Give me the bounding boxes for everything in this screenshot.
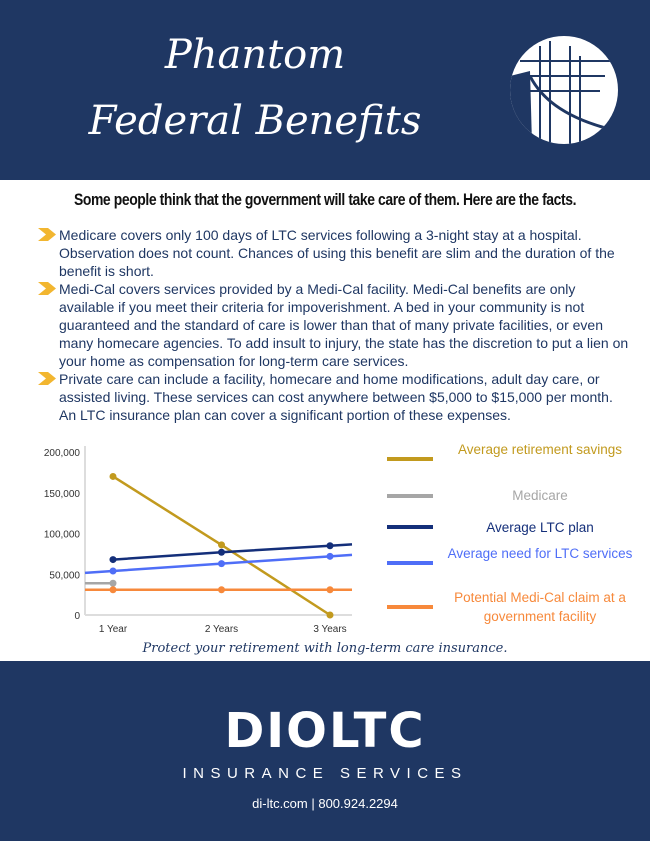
- legend-label: Medicare: [512, 488, 568, 503]
- legend-swatch: [387, 457, 433, 461]
- data-point: [218, 560, 225, 568]
- fact-text: Private care can include a facility, hom…: [59, 371, 613, 423]
- y-tick-label: 200,000: [44, 448, 81, 459]
- chevron-right-icon: [38, 228, 56, 241]
- facts-list: Medicare covers only 100 days of LTC ser…: [38, 226, 630, 424]
- data-point: [218, 548, 225, 556]
- fact-medi-cal: Medi-Cal covers services provided by a M…: [38, 280, 630, 370]
- legend-swatch: [387, 525, 433, 529]
- data-point: [326, 542, 334, 550]
- legend-swatch: [387, 561, 433, 565]
- fact-private-care: Private care can include a facility, hom…: [38, 370, 630, 424]
- legend-swatch: [387, 494, 433, 498]
- data-point: [218, 586, 225, 594]
- tagline: Protect your retirement with long-term c…: [142, 641, 508, 656]
- data-point: [109, 556, 117, 564]
- y-tick-label: 0: [74, 611, 80, 622]
- company-tagline: INSURANCE SERVICES: [182, 765, 468, 782]
- legend-label: Average LTC plan: [486, 520, 594, 535]
- data-point: [109, 567, 117, 575]
- y-tick-label: 100,000: [44, 530, 81, 541]
- data-point: [109, 472, 117, 480]
- chevron-right-icon: [38, 372, 56, 385]
- intro-heading: Some people think that the government wi…: [73, 190, 577, 209]
- fact-text: Medi-Cal covers services provided by a M…: [59, 281, 629, 369]
- y-tick-label: 150,000: [44, 489, 81, 500]
- y-tick-label: 50,000: [49, 570, 80, 581]
- legend-label: Average retirement savings: [457, 442, 623, 457]
- footer: DIOLTC INSURANCE SERVICES di-ltc.com | 8…: [0, 661, 650, 841]
- data-point: [326, 552, 334, 560]
- chevron-right-icon: [38, 282, 56, 295]
- data-point: [218, 541, 225, 549]
- contact-info[interactable]: di-ltc.com | 800.924.2294: [252, 796, 398, 811]
- header: Phantom Federal Benefits: [0, 0, 650, 180]
- x-tick-label: 2 Years: [205, 624, 238, 635]
- fact-text: Medicare covers only 100 days of LTC ser…: [59, 227, 615, 279]
- x-tick-label: 3 Years: [313, 624, 346, 635]
- title-line-2: Federal Benefits: [88, 98, 422, 144]
- title-line-1: Phantom: [164, 32, 346, 78]
- company-logo: DIOLTC: [224, 703, 426, 759]
- bridge-logo-icon: [510, 36, 618, 144]
- legend-swatch: [387, 605, 433, 609]
- cost-comparison-chart: 0 50,000 100,000 150,000 200,000 1 Year 2 Year…: [44, 446, 353, 635]
- legend-label: Average need for LTC services: [447, 546, 633, 561]
- data-point: [109, 586, 117, 594]
- series-line: [112, 543, 353, 561]
- data-point: [109, 579, 117, 587]
- page-title: Phantom Federal Benefits: [15, 22, 495, 154]
- data-point: [326, 611, 334, 619]
- legend-label: Potential Medi-Cal claim at a government…: [454, 590, 626, 624]
- fact-medicare: Medicare covers only 100 days of LTC ser…: [38, 226, 630, 280]
- data-point: [326, 586, 334, 594]
- x-tick-label: 1 Year: [99, 624, 128, 635]
